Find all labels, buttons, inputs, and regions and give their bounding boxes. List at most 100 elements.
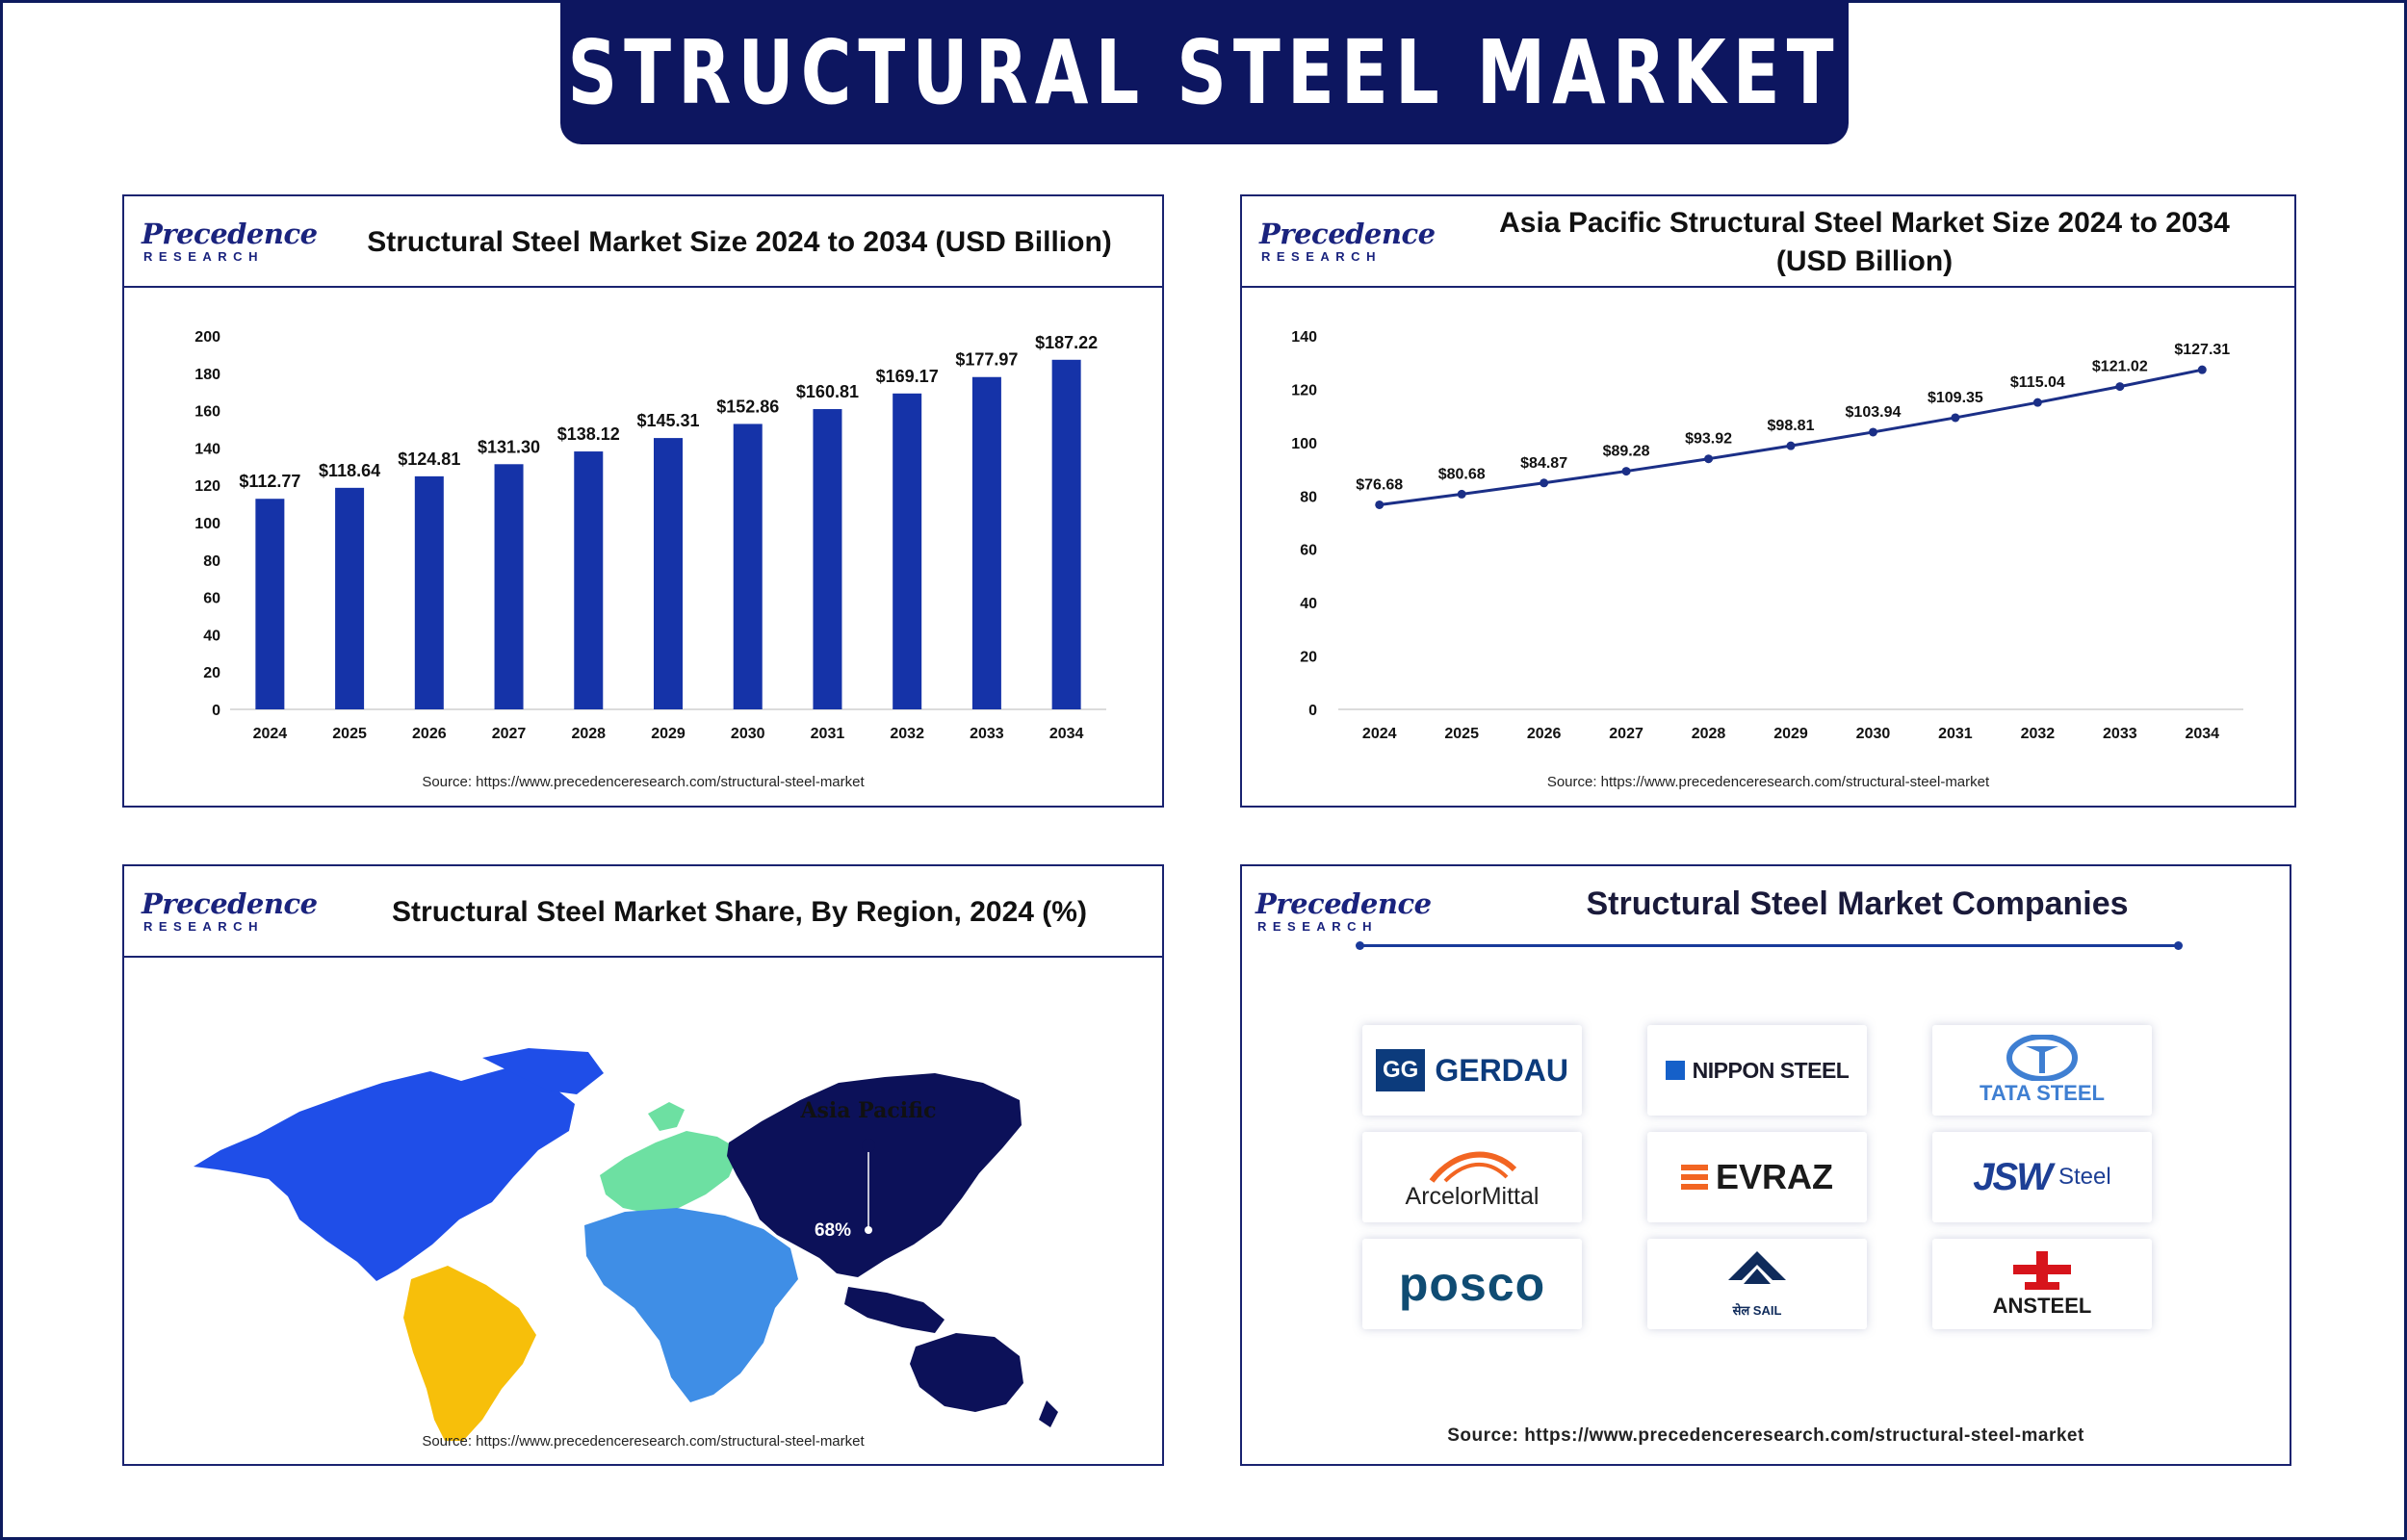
callout-dot — [865, 1226, 872, 1234]
region-label-asia-pacific: Asia Pacific — [799, 1098, 936, 1123]
company-name-tata-steel: TATA STEEL — [1980, 1081, 2105, 1105]
line-point — [1786, 441, 1796, 450]
point-value-label: $127.31 — [2174, 342, 2230, 358]
y-tick-label: 100 — [1291, 436, 1317, 452]
line-chart-source: Source: https://www.precedenceresearch.c… — [1546, 774, 1990, 790]
brand-sub: RESEARCH — [1261, 249, 1382, 264]
y-tick-label: 0 — [212, 703, 220, 719]
y-tick-label: 160 — [194, 404, 220, 421]
arcelormittal-logo-icon — [1429, 1151, 1517, 1183]
x-tick-label: 2025 — [1444, 726, 1479, 742]
company-card-nippon-steel: NIPPON STEEL — [1647, 1025, 1867, 1116]
x-tick-label: 2027 — [1609, 726, 1643, 742]
point-value-label: $103.94 — [1846, 404, 1902, 421]
line-chart: 0 20 40 60 80 100 120 140 $76.68 2024 $80.68 2025 $8… — [1291, 329, 2243, 742]
bar — [255, 499, 285, 709]
x-tick-label: 2026 — [1527, 726, 1562, 742]
tata-logo-icon — [2006, 1035, 2078, 1081]
asia-pacific-share: 68% — [815, 1220, 851, 1241]
title-banner: STRUCTURAL STEEL MARKET — [560, 0, 1849, 144]
bar-value-label: $145.31 — [636, 411, 699, 430]
x-tick-label: 2034 — [2185, 726, 2219, 742]
bar-chart: 0 20 40 60 80 100 120 140 160 180 200 $112.77 2024 $1… — [194, 329, 1106, 742]
companies-panel: Precedence RESEARCH Structural Steel Mar… — [1240, 864, 2291, 1466]
series-line — [1379, 368, 2203, 506]
brand-sub: RESEARCH — [143, 249, 264, 264]
y-tick-label: 140 — [1291, 329, 1317, 346]
sail-logo-icon — [1728, 1251, 1786, 1284]
y-tick-label: 180 — [194, 367, 220, 383]
bar — [414, 475, 444, 709]
bar-value-label: $138.12 — [557, 424, 620, 444]
bar-value-label: $118.64 — [319, 461, 380, 480]
brand-sub: RESEARCH — [143, 919, 264, 934]
bar-value-label: $152.86 — [716, 397, 779, 416]
company-card-arcelormittal: ArcelorMittal — [1362, 1132, 1582, 1222]
company-card-posco: posco — [1362, 1239, 1582, 1329]
companies-source: Source: https://www.precedenceresearch.c… — [1447, 1425, 2084, 1446]
x-tick-label: 2026 — [412, 726, 447, 742]
bar — [574, 451, 604, 709]
y-tick-label: 80 — [203, 553, 220, 570]
x-tick-label: 2033 — [2103, 726, 2137, 742]
panel-header: Precedence RESEARCH Structural Steel Mar… — [124, 196, 1162, 288]
x-tick-label: 2024 — [1362, 726, 1397, 742]
y-tick-label: 60 — [1300, 543, 1317, 559]
bar — [893, 393, 922, 709]
callout-marker — [862, 1139, 875, 1152]
point-value-label: $109.35 — [1928, 390, 1983, 406]
line-point — [1951, 413, 1960, 423]
world-map: Asia Pacific 68% — [194, 1048, 1058, 1441]
company-card-tata-steel: TATA STEEL — [1932, 1025, 2152, 1116]
region-new-zealand — [1039, 1400, 1058, 1427]
panel-header: Precedence RESEARCH Asia Pacific Structu… — [1242, 196, 2294, 288]
point-value-label: $84.87 — [1520, 455, 1567, 472]
company-card-sail: सेल SAIL — [1647, 1239, 1867, 1329]
x-tick-label: 2031 — [811, 726, 845, 742]
bar-value-label: $131.30 — [478, 437, 540, 456]
company-card-ansteel: ANSTEEL — [1932, 1239, 2152, 1329]
companies-title: Structural Steel Market Companies — [1586, 886, 2129, 922]
y-tick-label: 40 — [203, 628, 220, 644]
point-value-label: $89.28 — [1603, 444, 1650, 460]
ansteel-logo-icon — [2013, 1251, 2071, 1290]
line-point — [1704, 454, 1714, 464]
title-underline — [1360, 944, 2179, 947]
x-tick-label: 2029 — [1773, 726, 1808, 742]
region-middle-east-africa — [584, 1208, 798, 1402]
brand-logo: Precedence RESEARCH — [142, 887, 318, 936]
panel-header: Precedence RESEARCH Structural Steel Mar… — [124, 866, 1162, 958]
page-title: STRUCTURAL STEEL MARKET — [567, 20, 1842, 124]
y-tick-label: 40 — [1300, 596, 1317, 612]
nippon-logo-mark — [1665, 1061, 1685, 1080]
bar-value-label: $187.22 — [1035, 333, 1098, 352]
region-latin-america — [403, 1266, 536, 1441]
y-tick-label: 20 — [1300, 650, 1317, 666]
company-name-sail: सेल SAIL — [1732, 1303, 1782, 1318]
line-point — [1621, 467, 1631, 476]
brand-logo: Precedence RESEARCH — [1255, 887, 1432, 936]
x-tick-label: 2027 — [492, 726, 527, 742]
map-panel: Precedence RESEARCH Structural Steel Mar… — [122, 864, 1164, 1466]
x-tick-label: 2034 — [1049, 726, 1084, 742]
y-tick-label: 120 — [1291, 382, 1317, 398]
company-name-ansteel: ANSTEEL — [1992, 1294, 2092, 1318]
company-card-evraz: EVRAZ — [1647, 1132, 1867, 1222]
bar — [494, 464, 524, 709]
company-card-gerdau: GG GERDAU — [1362, 1025, 1582, 1116]
line-chart-panel: Precedence RESEARCH Asia Pacific Structu… — [1240, 194, 2296, 808]
region-australia — [910, 1333, 1023, 1412]
bar — [335, 487, 365, 709]
brand-name: Precedence — [1259, 218, 1436, 250]
x-tick-label: 2032 — [2021, 726, 2056, 742]
line-point — [2032, 398, 2042, 407]
company-name-arcelormittal: ArcelorMittal — [1405, 1182, 1540, 1210]
bar — [813, 409, 842, 709]
x-tick-label: 2030 — [731, 726, 765, 742]
company-name-gerdau: GERDAU — [1435, 1052, 1568, 1088]
region-europe — [600, 1131, 740, 1214]
point-value-label: $115.04 — [2010, 374, 2065, 391]
y-tick-label: 0 — [1308, 703, 1317, 719]
x-tick-label: 2033 — [970, 726, 1004, 742]
x-tick-label: 2024 — [253, 726, 288, 742]
